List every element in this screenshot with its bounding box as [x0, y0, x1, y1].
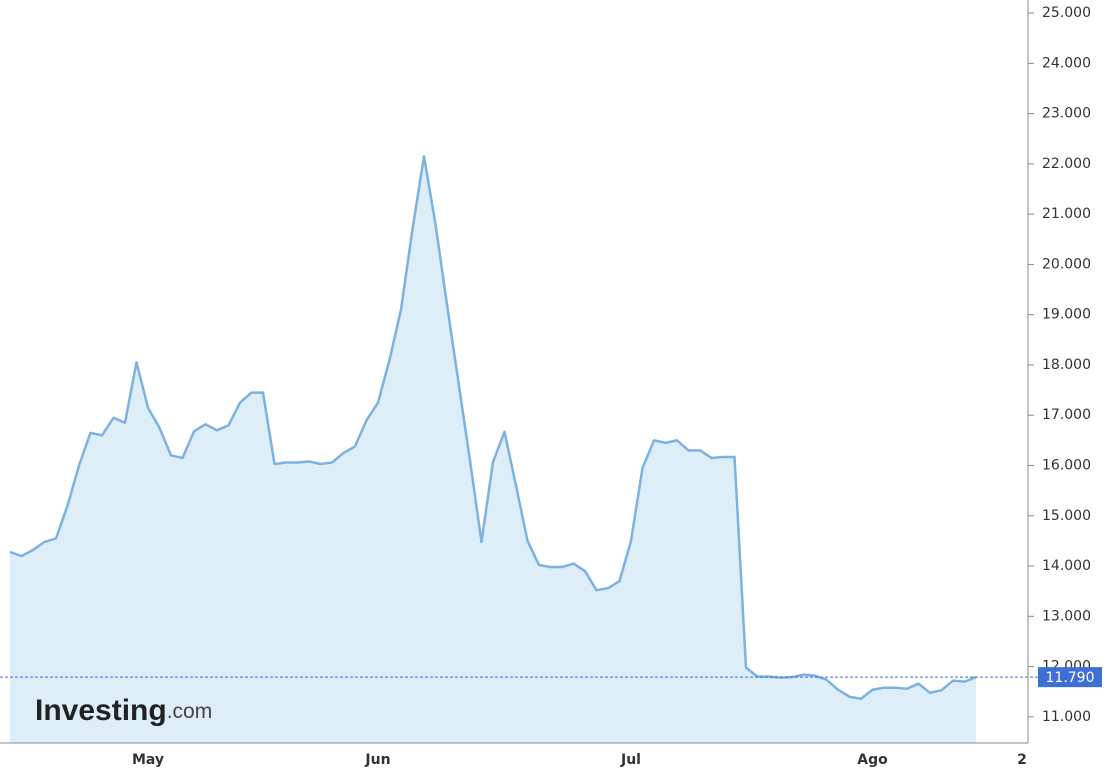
x-tick-label: Jul [620, 752, 641, 768]
watermark: Investing.com [35, 694, 212, 727]
y-tick-label: 19.000 [1042, 307, 1091, 323]
x-tick-label: May [132, 752, 164, 768]
y-tick-label: 22.000 [1042, 156, 1091, 172]
price-line [9, 155, 977, 701]
y-tick-label: 20.000 [1042, 256, 1091, 272]
x-tick-label: Jun [364, 752, 390, 768]
y-tick-label: 15.000 [1042, 508, 1091, 524]
y-tick-label: 21.000 [1042, 206, 1091, 222]
x-tick-label: 2 [1017, 752, 1027, 768]
area-fill [10, 156, 976, 743]
x-tick-label: Ago [857, 752, 888, 768]
y-tick-label: 25.000 [1042, 5, 1091, 21]
y-tick-label: 14.000 [1042, 558, 1091, 574]
y-tick-label: 16.000 [1042, 458, 1091, 474]
watermark-suffix: .com [167, 700, 213, 723]
y-tick-label: 24.000 [1042, 55, 1091, 71]
last-value-box [1038, 667, 1102, 688]
y-tick-label: 17.000 [1042, 407, 1091, 423]
last-value-label: 11.790 [1046, 670, 1095, 686]
watermark-brand: Investing [35, 694, 167, 727]
y-tick-label: 11.000 [1042, 709, 1091, 725]
y-tick-label: 13.000 [1042, 608, 1091, 624]
y-tick-label: 18.000 [1042, 357, 1091, 373]
y-tick-label: 23.000 [1042, 106, 1091, 122]
